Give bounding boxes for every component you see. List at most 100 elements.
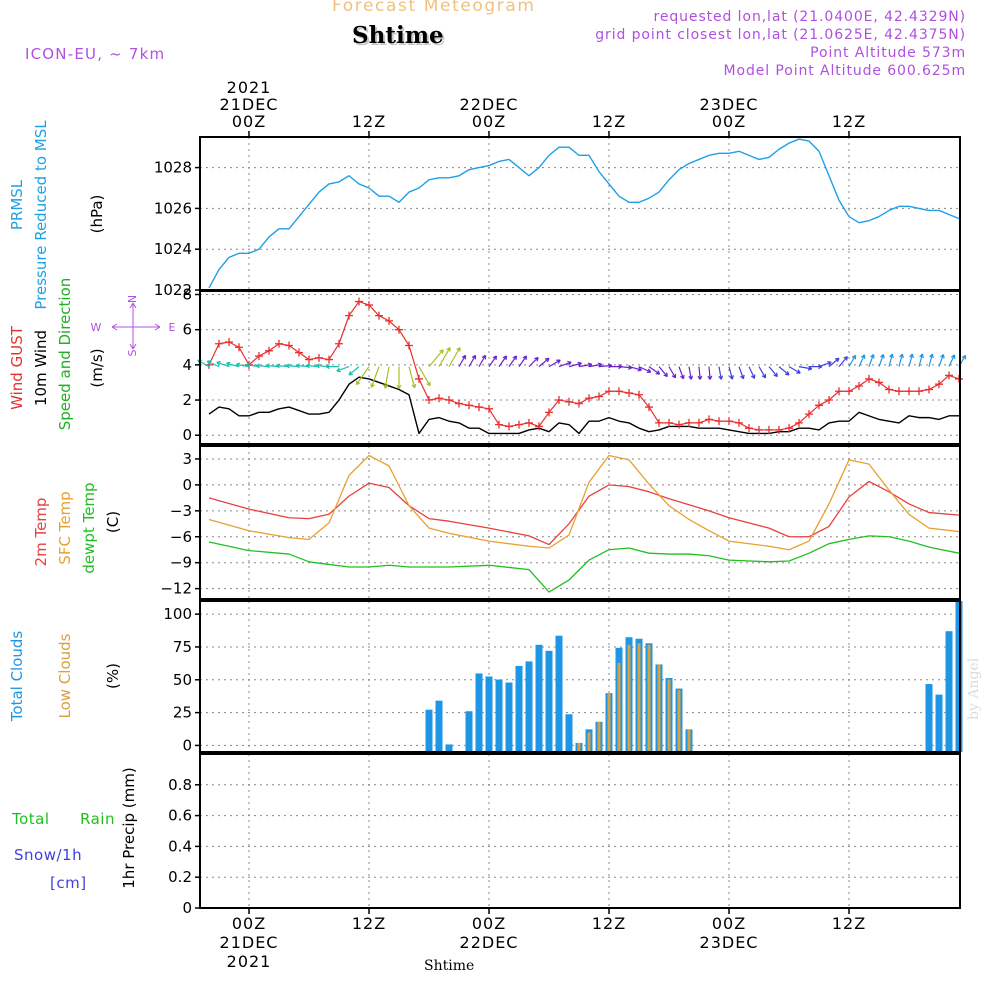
pressure-ytick-label: 1028	[154, 159, 192, 177]
gust-marker	[935, 380, 943, 389]
gust-marker	[335, 339, 343, 348]
location-title: Shtime	[352, 22, 444, 49]
gust-marker	[595, 392, 603, 401]
wind-direction-arrow	[468, 354, 477, 367]
temp-ytick-label: −9	[170, 554, 192, 572]
wind-direction-arrow	[226, 361, 240, 368]
low-cloud-bar	[687, 729, 691, 752]
gust-marker	[735, 418, 743, 427]
panel-frames	[195, 131, 961, 914]
wind-direction-arrow	[728, 366, 734, 380]
wind-direction-arrow	[738, 366, 745, 380]
precip-frame	[199, 753, 961, 909]
precip-ytick-label: 0.2	[168, 868, 192, 886]
wind-direction-arrow	[707, 366, 713, 380]
gust-marker	[305, 355, 313, 364]
precip-label-rain: Rain	[80, 810, 115, 828]
model-altitude: Model Point Altitude 600.625m	[723, 63, 966, 79]
temp-label-unit: (C)	[104, 511, 122, 533]
wind-direction-arrow	[688, 366, 694, 380]
gust-marker	[835, 387, 843, 396]
gust-marker	[795, 418, 803, 427]
gust-marker	[575, 399, 583, 408]
wind-direction-arrow	[678, 366, 685, 380]
wind-direction-arrow	[938, 353, 945, 367]
gust-marker	[525, 418, 533, 427]
top-time-label: 12Z	[592, 112, 626, 131]
total-cloud-bar	[465, 711, 473, 752]
gust-marker	[375, 311, 383, 320]
wind-direction-arrow	[838, 356, 848, 368]
gust-marker	[545, 408, 553, 417]
gust-marker	[225, 338, 233, 346]
wind-direction-arrow	[697, 366, 703, 380]
gust-marker	[665, 418, 673, 427]
gust-marker	[915, 387, 923, 396]
precip-label-snow: Snow/1h	[14, 846, 82, 864]
pressure-label-prmsl: PRMSL	[8, 179, 26, 230]
wind-direction-arrow	[918, 353, 924, 367]
gust-marker	[685, 418, 693, 427]
compass-north: N	[126, 295, 139, 303]
gust-marker	[805, 410, 813, 419]
wind-direction-arrow	[828, 357, 840, 368]
wind-direction-arrow	[868, 353, 875, 367]
gust-marker	[785, 424, 793, 433]
wind-direction-arrow	[428, 349, 444, 368]
gust-marker	[875, 378, 883, 387]
low-cloud-bar	[677, 690, 681, 752]
wind-direction-arrow	[558, 360, 572, 368]
gust-marker	[765, 425, 773, 434]
gust-marker	[675, 420, 683, 429]
clouds-ytick-label: 50	[173, 671, 192, 689]
wind-ytick-label: 4	[182, 356, 192, 374]
gust-marker	[325, 355, 333, 364]
gust-marker	[905, 387, 913, 396]
wind-direction-arrow	[908, 353, 914, 367]
gust-marker	[695, 418, 703, 427]
total-cloud-bar	[545, 650, 553, 752]
wind-direction-arrow	[518, 355, 528, 367]
pressure-line	[208, 138, 960, 289]
clouds-frame	[199, 600, 961, 753]
gust-marker	[495, 420, 503, 429]
top-time-label: 21DEC	[220, 95, 279, 114]
wind-direction-arrow	[538, 357, 550, 368]
grid-point-coords: grid point closest lon,lat (21.0625E, 42…	[595, 27, 966, 43]
wind-speed-line	[208, 376, 959, 435]
gust-marker	[505, 422, 513, 431]
wind-direction-arrow	[878, 353, 885, 367]
pressure-ytick-label: 1026	[154, 199, 192, 217]
wind-direction-arrow	[498, 355, 508, 367]
low-cloud-bar	[597, 721, 601, 752]
footer-location: Shtime	[424, 958, 475, 974]
precip-ytick-label: 0	[182, 899, 192, 917]
low-cloud-bar	[587, 732, 591, 752]
gust-marker	[845, 387, 853, 396]
top-time-label: 00Z	[232, 112, 266, 131]
pressure-label-unit: (hPa)	[88, 195, 106, 234]
wind-direction-arrow	[778, 366, 790, 376]
temp-ytick-label: 3	[182, 450, 192, 468]
wind-label-unit: (m/s)	[88, 348, 106, 387]
gust-marker	[895, 387, 903, 396]
gust-marker	[475, 403, 483, 412]
gust-marker	[465, 401, 473, 410]
wind-direction-arrow	[206, 360, 220, 368]
precip-ytick-label: 0.4	[168, 837, 192, 855]
wind-direction-arrow	[508, 355, 518, 367]
compass-south: S	[126, 349, 139, 356]
wind-ytick-label: 2	[182, 391, 192, 409]
low-cloud-bar	[627, 644, 631, 752]
low-cloud-bar	[647, 644, 651, 752]
bottom-time-label: 23DEC	[700, 933, 759, 952]
wind-label-10m: 10m Wind	[32, 330, 50, 406]
wind-direction-arrow	[418, 366, 431, 387]
precip-ytick-label: 0.6	[168, 807, 192, 825]
wind-label-gust: Wind GUST	[8, 325, 26, 410]
top-time-label: 00Z	[712, 112, 746, 131]
bottom-time-label: 00Z	[232, 914, 266, 933]
gust-marker	[725, 417, 733, 426]
gust-marker	[315, 353, 323, 362]
wind-direction-arrow	[648, 366, 661, 375]
